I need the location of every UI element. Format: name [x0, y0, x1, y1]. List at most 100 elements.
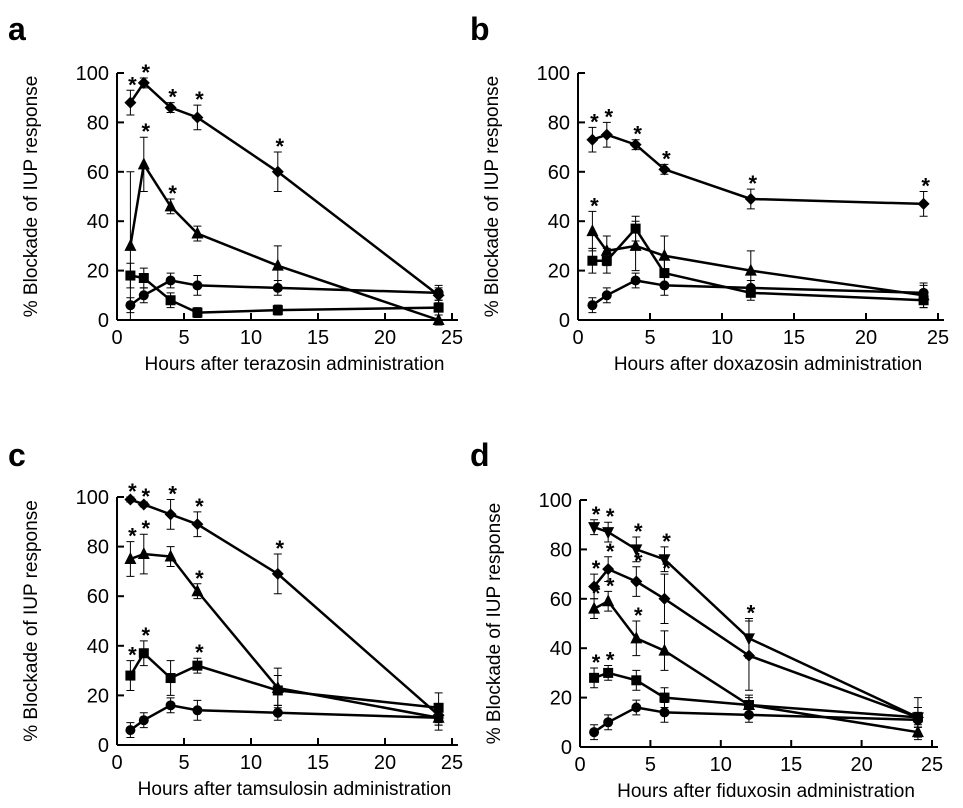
panel-label: c — [8, 437, 26, 473]
x-tick-label: 5 — [178, 752, 189, 774]
y-tick-label: 20 — [87, 685, 109, 707]
marker — [912, 714, 923, 725]
significance-mark: * — [606, 647, 615, 672]
y-tick-label: 40 — [87, 636, 109, 658]
x-tick-label: 0 — [572, 327, 583, 349]
marker — [138, 273, 149, 284]
y-tick-label: 20 — [550, 688, 572, 710]
marker — [124, 238, 137, 251]
y-tick-label: 100 — [76, 487, 109, 509]
marker — [659, 707, 670, 718]
x-tick-label: 15 — [307, 327, 329, 349]
marker — [745, 282, 756, 293]
marker — [630, 544, 643, 557]
y-axis-label: % Blockade of IUP response — [21, 76, 42, 318]
y-axis-label: % Blockade of IUP response — [21, 500, 42, 742]
y-tick-label: 100 — [537, 63, 570, 85]
marker — [125, 270, 136, 281]
y-tick-label: 60 — [548, 162, 570, 184]
marker — [272, 305, 283, 316]
marker — [137, 498, 150, 511]
y-tick-label: 100 — [539, 490, 572, 512]
significance-mark: * — [662, 556, 671, 581]
marker — [124, 96, 137, 109]
marker — [743, 709, 754, 720]
significance-mark: * — [142, 119, 151, 144]
marker — [588, 580, 601, 593]
significance-mark: * — [606, 573, 615, 598]
significance-mark: * — [195, 87, 204, 112]
panel-label: d — [470, 437, 490, 473]
significance-mark: * — [142, 484, 151, 509]
significance-mark: * — [592, 581, 601, 606]
y-tick-label: 20 — [548, 261, 570, 283]
y-axis-label: % Blockade of IUP response — [484, 503, 505, 745]
marker — [918, 287, 929, 298]
significance-mark: * — [592, 502, 601, 527]
marker — [630, 631, 643, 644]
marker — [659, 692, 670, 703]
marker — [272, 282, 283, 293]
x-tick-label: 10 — [711, 327, 733, 349]
y-tick-label: 0 — [561, 737, 572, 759]
x-tick-label: 0 — [574, 754, 585, 776]
significance-mark: * — [592, 556, 601, 581]
y-tick-label: 60 — [87, 586, 109, 608]
significance-mark: * — [276, 536, 285, 561]
marker — [630, 275, 641, 286]
significance-mark: * — [168, 181, 177, 206]
x-tick-label: 20 — [374, 752, 396, 774]
series-line — [129, 651, 439, 710]
marker — [602, 527, 615, 540]
marker — [165, 700, 176, 711]
x-tick-label: 15 — [783, 327, 805, 349]
y-tick-label: 20 — [87, 261, 109, 283]
x-tick-label: 15 — [307, 752, 329, 774]
marker — [124, 552, 137, 564]
marker — [164, 508, 177, 521]
marker — [631, 675, 642, 686]
marker — [137, 157, 150, 170]
x-tick-label: 10 — [240, 752, 262, 774]
marker — [587, 255, 598, 266]
significance-mark: * — [128, 72, 137, 97]
series-line — [129, 498, 440, 717]
marker — [164, 549, 177, 562]
marker — [432, 313, 445, 325]
significance-mark: * — [195, 566, 204, 591]
significance-mark: * — [128, 479, 137, 504]
marker — [659, 268, 670, 279]
marker — [165, 275, 176, 286]
x-tick-label: 20 — [850, 754, 872, 776]
marker — [630, 575, 643, 588]
marker — [589, 672, 600, 683]
significance-mark: * — [276, 134, 285, 159]
marker — [191, 226, 204, 239]
x-tick-label: 15 — [780, 754, 802, 776]
marker — [600, 128, 613, 141]
significance-mark: * — [633, 122, 642, 147]
marker — [271, 165, 284, 178]
marker — [165, 295, 176, 306]
significance-mark: * — [634, 549, 643, 574]
marker — [125, 670, 136, 681]
significance-mark: * — [606, 504, 615, 529]
significance-mark: * — [662, 529, 671, 554]
x-tick-label: 25 — [441, 327, 463, 349]
x-axis-label: Hours after doxazosin administration — [614, 354, 922, 375]
x-tick-label: 5 — [645, 754, 656, 776]
panel-label: b — [470, 11, 490, 47]
significance-mark: * — [195, 494, 204, 519]
significance-mark: * — [749, 171, 758, 196]
significance-mark: * — [195, 640, 204, 665]
series-line — [592, 226, 924, 302]
marker — [164, 199, 177, 212]
significance-mark: * — [128, 643, 137, 668]
panel-label: a — [8, 11, 26, 47]
marker — [658, 643, 671, 656]
marker — [271, 567, 284, 580]
y-tick-label: 60 — [550, 589, 572, 611]
significance-mark: * — [634, 603, 643, 628]
significance-mark: * — [590, 109, 599, 134]
